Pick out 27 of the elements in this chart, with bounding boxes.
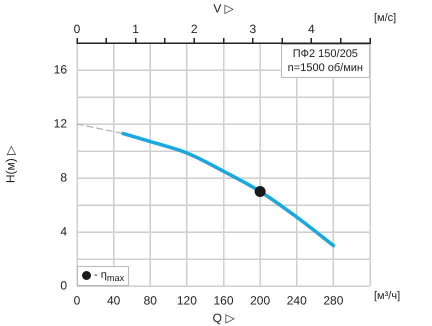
x-tick-label: 80 [144, 294, 158, 308]
text: [м/с] [374, 12, 396, 24]
y-tick-label: 16 [54, 62, 68, 76]
legend-label: - η$_{max}$ [94, 268, 124, 283]
x-tick-label: 160 [213, 294, 234, 308]
annotation: ПФ2 150/205 [292, 48, 358, 60]
text: [м³/ч] [374, 290, 400, 302]
x2-tick-label: 4 [308, 22, 316, 36]
x-tick-label: 40 [106, 294, 121, 308]
x-tick-label: 240 [286, 294, 308, 308]
x-tick-label: 200 [250, 294, 270, 308]
annotation: n=1500 об/мин [288, 62, 363, 74]
x-axis-title: Q ▷ [212, 311, 236, 326]
y-tick-label: 12 [54, 116, 68, 130]
y-tick-label: 8 [60, 170, 68, 184]
y-axis-title: H(м) ▷ [4, 144, 18, 184]
x2-axis-title: V ▷ [213, 2, 235, 16]
x2-tick-label: 1 [132, 22, 140, 36]
x2-tick-label: 3 [249, 22, 256, 36]
x2-tick-label: 0 [74, 22, 81, 36]
x2-tick-label: 2 [190, 22, 198, 36]
x-tick-label: 120 [176, 294, 198, 308]
y-tick-label: 4 [60, 224, 68, 238]
y-tick-label: 0 [60, 278, 68, 292]
x-tick-label: 280 [323, 294, 344, 308]
x-tick-label: 0 [74, 294, 81, 308]
line-series [121, 132, 336, 248]
